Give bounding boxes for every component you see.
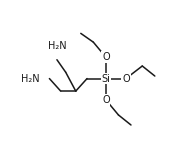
Text: Si: Si [101,74,110,84]
Text: H₂N: H₂N [48,41,66,51]
Text: H₂N: H₂N [21,74,39,84]
Text: O: O [122,74,130,84]
Text: O: O [102,95,110,105]
Text: O: O [102,52,110,62]
